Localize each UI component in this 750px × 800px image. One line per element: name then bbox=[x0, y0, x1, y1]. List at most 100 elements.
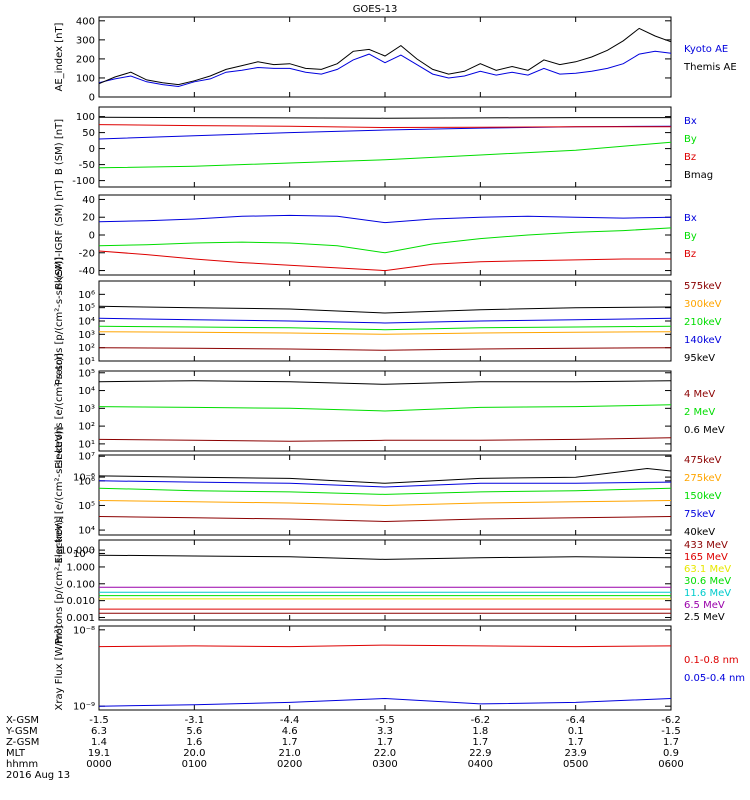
x-row-value: 22.9 bbox=[469, 748, 491, 759]
x-row-value: 0400 bbox=[468, 759, 493, 770]
y-tick-label: 10⁻⁷ bbox=[73, 549, 95, 560]
y-tick-label: 0 bbox=[89, 231, 95, 242]
series-line-themis-ae bbox=[98, 27, 672, 86]
y-axis-title: Protons [p/(cm²-s-sr-keV)] bbox=[54, 257, 65, 385]
x-row-value: 1.6 bbox=[186, 737, 202, 748]
x-row-value: 22.0 bbox=[374, 748, 396, 759]
legend-label: 0.05-0.4 nm bbox=[684, 673, 745, 684]
series-line-575kev bbox=[98, 347, 672, 351]
y-tick-label: 10⁷ bbox=[78, 452, 95, 463]
x-row-value: 6.3 bbox=[91, 726, 107, 737]
x-row-value: 1.8 bbox=[472, 726, 488, 737]
x-axis-labels: X-GSM -1.5 -3.1 -4.4 -5.5 -6.2 -6.4 -6.2 Y-GSM 6.… bbox=[5, 715, 684, 781]
legend-label: 63.1 MeV bbox=[684, 564, 731, 575]
x-row-value: -3.1 bbox=[185, 715, 205, 726]
y-tick-label: 10⁶ bbox=[78, 476, 95, 487]
y-tick-label: 10¹ bbox=[78, 357, 95, 368]
y-axis-title: B (SM) [nT] bbox=[54, 119, 65, 175]
x-row-value: -5.5 bbox=[375, 715, 395, 726]
x-row-value: 1.7 bbox=[472, 737, 488, 748]
series-line-475kev bbox=[98, 516, 672, 523]
legend-label: 433 MeV bbox=[684, 540, 728, 551]
y-axis-title: Electrons [e/(cm²-s-sr)] bbox=[54, 353, 65, 469]
y-tick-label: 0.001 bbox=[66, 613, 95, 624]
series-line-by bbox=[98, 141, 672, 169]
series-line-kyoto-ae bbox=[98, 50, 672, 88]
series-line-75kev bbox=[98, 480, 672, 488]
x-row-label: X-GSM bbox=[6, 715, 39, 726]
y-tick-label: 1.000 bbox=[66, 562, 95, 573]
legend-label: 140keV bbox=[684, 335, 722, 346]
date-label: 2016 Aug 13 bbox=[6, 770, 70, 781]
x-row-value: 4.6 bbox=[282, 726, 298, 737]
legend-label: 210keV bbox=[684, 317, 722, 328]
x-row-label: MLT bbox=[6, 748, 26, 759]
panel-1: 0 100 200 300 400 AE_index [nT] Kyoto AE Themis… bbox=[54, 16, 737, 103]
y-tick-label: 40 bbox=[82, 195, 95, 206]
x-row-value: 0000 bbox=[86, 759, 111, 770]
x-row-value: -6.4 bbox=[566, 715, 586, 726]
y-tick-label: -40 bbox=[79, 266, 95, 277]
y-tick-label: -20 bbox=[79, 248, 95, 259]
legend-label: 4 MeV bbox=[684, 389, 715, 400]
y-axis-title: B (SM)-IGRF (SM) [nT] bbox=[54, 180, 65, 289]
series-line-40kev bbox=[98, 467, 672, 484]
x-row-value: 1.7 bbox=[282, 737, 298, 748]
x-row-value: 20.0 bbox=[183, 748, 205, 759]
legend-label: 6.5 MeV bbox=[684, 600, 725, 611]
x-row-value: 1.7 bbox=[568, 737, 584, 748]
series-line-bmag bbox=[98, 116, 671, 119]
y-axis-title: AE_index [nT] bbox=[54, 22, 65, 91]
legend-label: 575keV bbox=[684, 281, 722, 292]
y-tick-label: 0 bbox=[89, 144, 95, 155]
series-line-140kev bbox=[98, 317, 672, 324]
y-tick-label: 10⁻⁶ bbox=[73, 473, 95, 484]
x-row-value: 0.9 bbox=[663, 748, 679, 759]
legend-label: Bz bbox=[684, 249, 696, 260]
legend-label: 2.5 MeV bbox=[684, 612, 725, 623]
x-row-value: 0500 bbox=[563, 759, 588, 770]
y-tick-label: 400 bbox=[76, 16, 95, 27]
series-line-4-mev bbox=[98, 437, 672, 442]
x-row-value: 5.6 bbox=[186, 726, 202, 737]
y-tick-label: 20 bbox=[82, 213, 95, 224]
x-row-label: hhmm bbox=[6, 759, 38, 770]
series-line-2-5-mev bbox=[98, 554, 672, 560]
series-line-bz bbox=[98, 124, 671, 129]
panel-frame bbox=[98, 280, 672, 362]
y-tick-label: 10⁵ bbox=[78, 501, 95, 512]
x-row-value: 19.1 bbox=[88, 748, 110, 759]
y-tick-label: 100 bbox=[76, 73, 95, 84]
series-line-210kev bbox=[98, 325, 672, 331]
y-tick-label: 10³ bbox=[78, 404, 95, 415]
y-tick-label: 10¹ bbox=[78, 439, 95, 450]
series-line-95kev bbox=[98, 305, 672, 314]
series-line-bx bbox=[98, 214, 672, 224]
y-axis-title: Electrons [e/(cm²-s-sr-keV)] bbox=[54, 426, 65, 563]
series-line-2-mev bbox=[98, 404, 672, 412]
legend-label: 2 MeV bbox=[684, 407, 715, 418]
legend-label: 30.6 MeV bbox=[684, 576, 731, 587]
y-tick-label: -100 bbox=[72, 176, 95, 187]
x-row-value: 1.7 bbox=[663, 737, 679, 748]
panel-4: 10¹ 10² 10³ 10⁴ 10⁵ 10⁶ Protons [p/(cm²-s-sr-k… bbox=[54, 257, 722, 385]
y-tick-label: 200 bbox=[76, 54, 95, 65]
panel-2: -100 -50 0 50 100 B (SM) [nT] Bx By Bz Bmag bbox=[54, 106, 713, 188]
legend-label: 475keV bbox=[684, 455, 722, 466]
x-row-value: 0.1 bbox=[568, 726, 584, 737]
series-line-150kev bbox=[98, 487, 672, 495]
x-row-value: -1.5 bbox=[661, 726, 681, 737]
y-tick-label: -50 bbox=[79, 160, 95, 171]
panel-8: 10⁻⁹ 10⁻⁸ 10⁻⁷ 10⁻⁶ Xray Flux [W/m²] 0.1-0.8 … bbox=[54, 473, 745, 713]
legend-label: 11.6 MeV bbox=[684, 588, 731, 599]
y-tick-label: 10⁴ bbox=[78, 386, 95, 397]
y-tick-label: 10³ bbox=[78, 330, 95, 341]
y-tick-label: 10⁵ bbox=[78, 303, 95, 314]
y-tick-label: 10² bbox=[78, 343, 95, 354]
y-tick-label: 10⁻⁸ bbox=[73, 625, 95, 636]
x-row-value: 1.4 bbox=[91, 737, 107, 748]
legend-label: By bbox=[684, 134, 697, 145]
legend-label: 75keV bbox=[684, 509, 715, 520]
